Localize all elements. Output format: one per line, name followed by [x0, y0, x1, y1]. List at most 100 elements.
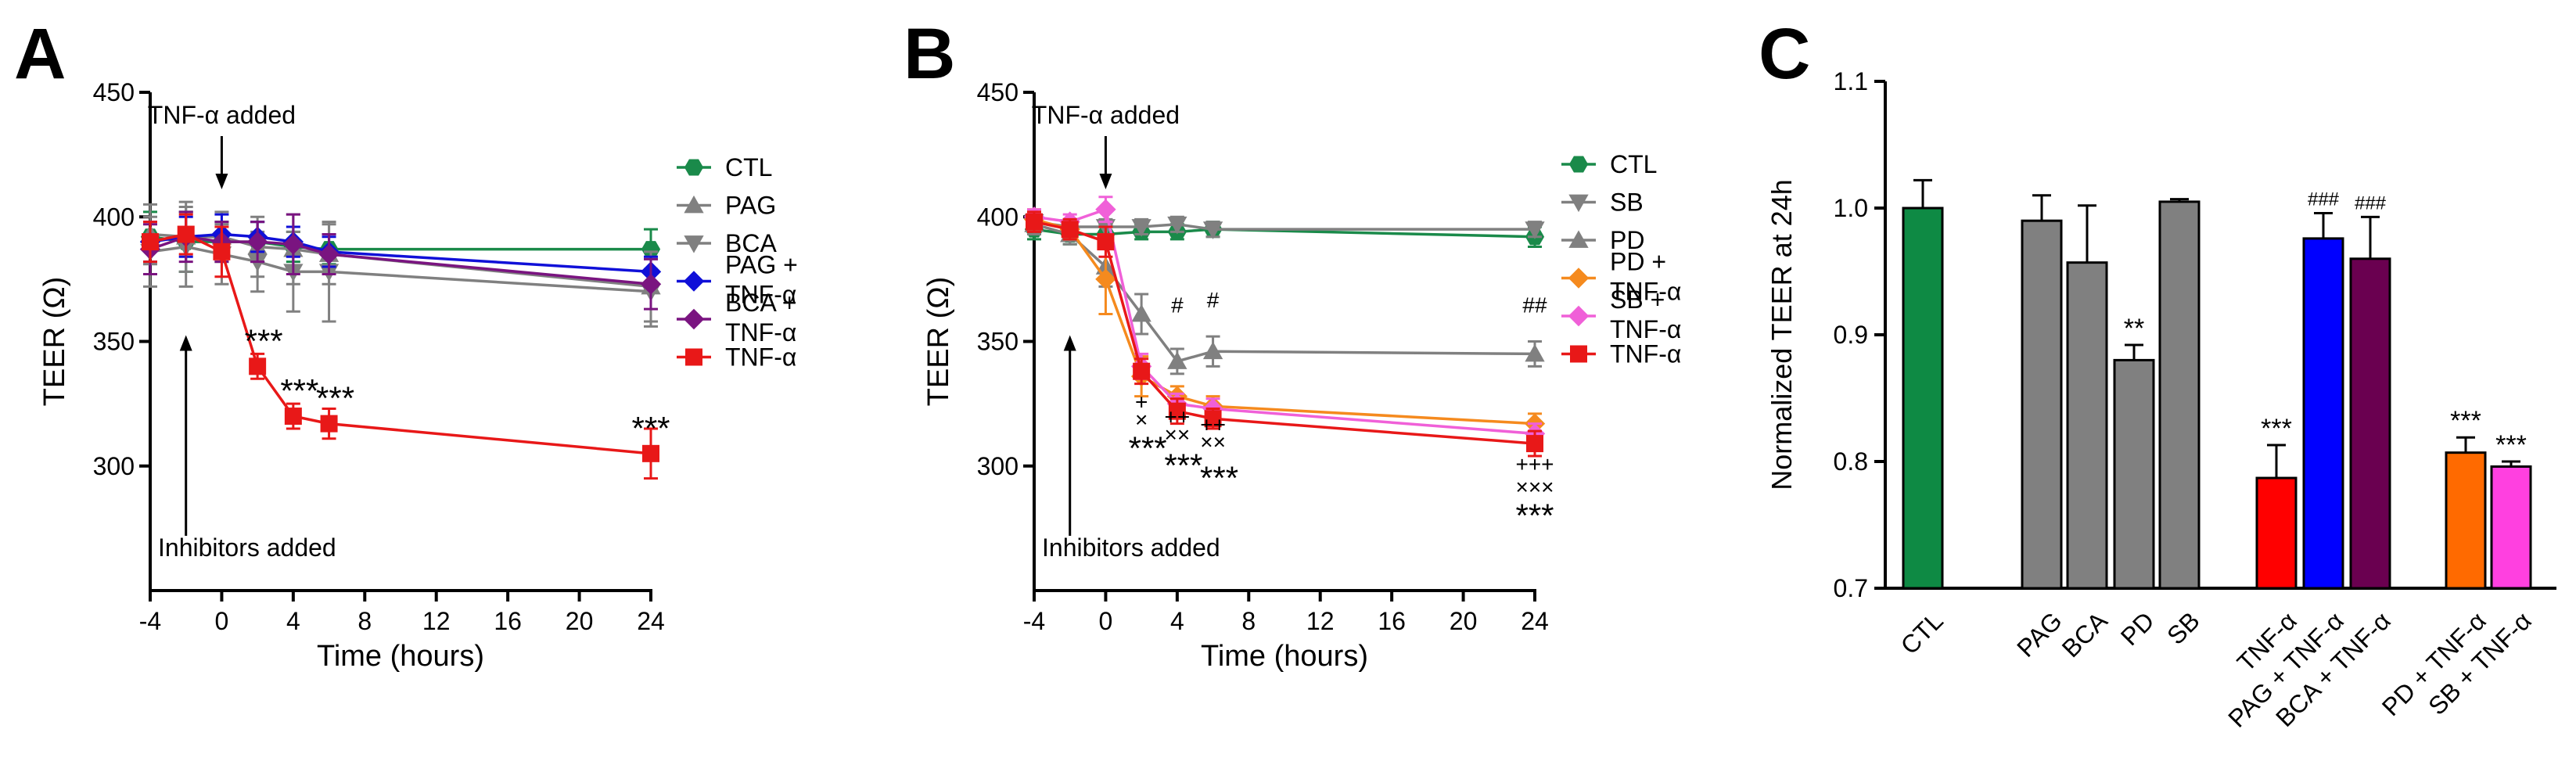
legend-label: BCA + — [725, 289, 797, 317]
x-tick-label: 24 — [637, 607, 665, 635]
significance-label: *** — [245, 322, 283, 359]
legend-label: TNF-α — [725, 318, 796, 347]
x-tick-label: 0 — [1099, 607, 1113, 635]
y-axis-title: TEER (Ω) — [922, 277, 955, 407]
x-axis-title: Time (hours) — [317, 640, 484, 673]
significance-label: *** — [316, 380, 354, 417]
annotation-arrowhead-up — [179, 335, 192, 351]
legend-label: TNF-α — [1610, 315, 1681, 343]
x-tick-label: -4 — [1023, 607, 1045, 635]
x-tick-label: 8 — [357, 607, 372, 635]
bar — [2302, 237, 2344, 590]
significance-label: ++ — [1200, 412, 1226, 436]
significance-label: +++ — [1515, 452, 1554, 476]
y-tick-label: 0.9 — [1834, 321, 1868, 349]
bar — [2113, 358, 2155, 590]
data-point — [1525, 343, 1545, 362]
significance-label: *** — [1200, 460, 1238, 497]
legend-marker — [1568, 194, 1589, 213]
significance-label: *** — [631, 410, 670, 447]
data-point — [213, 242, 231, 260]
x-tick-label: 24 — [1521, 607, 1549, 635]
annotation-tnf-added: TNF-α added — [148, 101, 296, 129]
x-category-label: CTL — [1895, 606, 1949, 659]
significance-label: ### — [2355, 192, 2387, 214]
bar — [1902, 207, 1944, 590]
data-point — [1202, 341, 1223, 360]
bar — [2255, 476, 2298, 590]
significance-label: *** — [1515, 497, 1554, 533]
x-tick-label: -4 — [139, 607, 161, 635]
data-point — [1131, 303, 1151, 322]
data-point — [641, 241, 661, 258]
y-tick-label: 0.7 — [1834, 574, 1868, 602]
panel-label-c: C — [1759, 14, 1810, 94]
x-tick-label: 20 — [1450, 607, 1478, 635]
significance-label: *** — [280, 372, 318, 409]
data-point — [320, 415, 338, 433]
annotation-inhibitors-added: Inhibitors added — [158, 533, 336, 562]
significance-label: # — [1207, 288, 1220, 312]
significance-label: ×× — [1200, 430, 1226, 454]
bar — [2490, 465, 2532, 590]
x-tick-label: 4 — [286, 607, 300, 635]
y-tick-label: 400 — [977, 203, 1019, 231]
data-point — [1204, 410, 1222, 428]
significance-label: ## — [1522, 293, 1547, 317]
data-point — [1097, 233, 1115, 251]
data-point — [1131, 219, 1151, 237]
data-point — [1095, 199, 1116, 220]
significance-label: + — [1135, 390, 1148, 415]
y-tick-label: 300 — [977, 452, 1019, 480]
panel-b-line-chart: 300 350 400 450 -4 0 4 8 12 16 20 24 Time (hours) TEE… — [922, 78, 1681, 673]
data-point — [1202, 221, 1223, 239]
panel-a-line-chart: 300 350 400 450 -4 0 4 8 12 16 20 24 Time (hours) TEE… — [38, 78, 798, 673]
y-tick-label: 450 — [93, 78, 135, 106]
y-tick-label: 1.1 — [1834, 67, 1868, 95]
data-point — [1133, 362, 1151, 380]
x-axis-title: Time (hours) — [1201, 640, 1368, 673]
legend-label: BCA — [725, 229, 777, 257]
legend-marker — [1568, 156, 1589, 173]
x-category-label: PD — [2115, 606, 2160, 651]
data-point — [284, 408, 302, 426]
y-tick-label: 1.0 — [1834, 194, 1868, 222]
legend-label: CTL — [725, 153, 772, 181]
data-point — [318, 243, 340, 265]
panel-c-bar-chart: 0.7 0.8 0.9 1.0 1.1 Normalized TEER at 24h CTL… — [1766, 67, 2556, 733]
significance-label: *** — [1164, 447, 1202, 484]
x-tick-label: 4 — [1170, 607, 1184, 635]
bar — [2021, 219, 2063, 590]
panel-label-b: B — [904, 14, 955, 94]
legend-marker — [684, 195, 704, 214]
data-point — [246, 231, 268, 253]
y-tick-label: 350 — [93, 328, 135, 356]
annotation-arrowhead-up — [1063, 335, 1076, 351]
x-tick-label: 12 — [422, 607, 451, 635]
x-tick-label: 16 — [494, 607, 522, 635]
y-tick-label: 350 — [977, 328, 1019, 356]
bar — [2445, 451, 2487, 590]
data-point — [1525, 221, 1545, 239]
legend-label: TNF-α — [1610, 278, 1681, 306]
data-point — [642, 444, 659, 462]
annotation-tnf-added: TNF-α added — [1032, 101, 1180, 129]
legend-marker — [1568, 305, 1590, 327]
legend-label: TNF-α — [725, 281, 796, 309]
legend-marker — [684, 235, 704, 253]
legend-label: TNF-α — [725, 343, 796, 372]
significance-label: # — [1171, 293, 1184, 317]
data-point — [177, 225, 195, 243]
y-tick-label: 0.8 — [1834, 447, 1868, 476]
legend-label: SB + — [1610, 286, 1665, 314]
significance-label: ××× — [1515, 475, 1554, 499]
legend-marker — [1570, 345, 1587, 363]
data-point — [282, 234, 304, 255]
legend-label: CTL — [1610, 150, 1657, 178]
data-point — [1526, 435, 1543, 453]
y-axis-title: TEER (Ω) — [38, 277, 71, 407]
significance-label: *** — [2261, 414, 2292, 444]
bar — [2349, 257, 2391, 590]
significance-label: *** — [2450, 406, 2481, 436]
